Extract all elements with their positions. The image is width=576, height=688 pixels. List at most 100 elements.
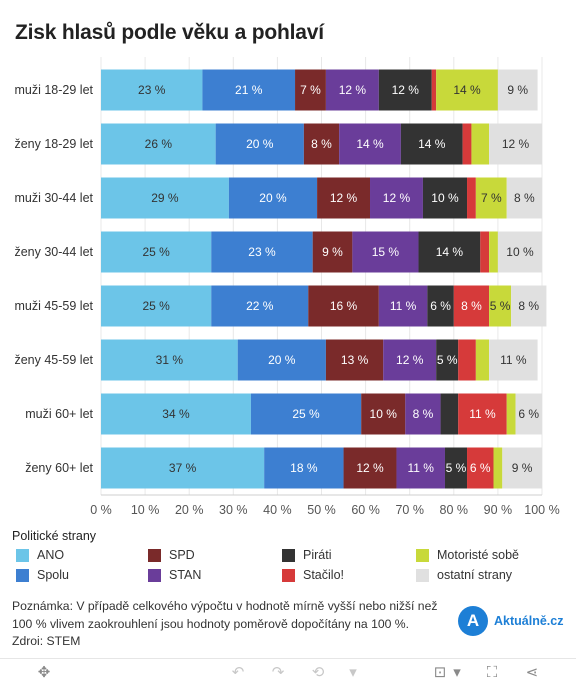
legend-label: STAN [169, 568, 202, 582]
bar-segment [295, 69, 326, 111]
present-icon[interactable]: ⊡ [433, 664, 447, 681]
data-label: 7 % [481, 191, 502, 205]
legend-item[interactable]: Motoristé sobě [416, 548, 519, 562]
legend-item[interactable]: ANO [16, 548, 64, 562]
bar-segment [506, 177, 542, 219]
x-tick-label: 80 % [440, 503, 469, 517]
legend-label: Stačilo! [303, 568, 344, 582]
data-label: 10 % [506, 245, 534, 259]
legend-item[interactable]: Piráti [282, 548, 331, 562]
logo-circle-icon: A [458, 606, 488, 636]
x-tick-label: 20 % [175, 503, 204, 517]
bar-segment [489, 285, 512, 327]
legend-item[interactable]: STAN [148, 568, 201, 582]
data-label: 12 % [502, 137, 530, 151]
undo-icon[interactable]: ↶ [231, 664, 245, 681]
bar-segment [489, 231, 498, 273]
data-label: 14 % [418, 137, 446, 151]
data-label: 37 % [169, 461, 197, 475]
legend-item[interactable]: SPD [148, 548, 195, 562]
data-label: 9 % [512, 461, 533, 475]
x-tick-label: 10 % [131, 503, 160, 517]
bar-segment [101, 231, 212, 273]
data-label: 8 % [514, 191, 535, 205]
data-label: 21 % [235, 83, 263, 97]
bar-segment [440, 393, 459, 435]
fullscreen-icon[interactable]: ⛶ [486, 664, 498, 681]
chart-title: Zisk hlasů podle věku a pohlaví [15, 21, 324, 44]
logo-text: Aktuálně.cz [494, 614, 564, 628]
data-label: 8 % [518, 299, 539, 313]
bar-segment [378, 285, 428, 327]
legend-label: Motoristé sobě [437, 548, 519, 562]
bar-segment [431, 69, 437, 111]
legend-swatch [282, 548, 295, 562]
data-label: 14 % [356, 137, 384, 151]
bar-segment [418, 231, 481, 273]
revert-dropdown-icon[interactable]: ▾ [349, 664, 357, 681]
redo-icon[interactable]: ↷ [271, 664, 285, 681]
data-label: 20 % [268, 353, 296, 367]
data-label: 5 % [437, 353, 458, 367]
bar-segment [480, 231, 490, 273]
legend-label: Piráti [303, 548, 332, 562]
legend-label: Spolu [37, 568, 69, 582]
data-label: 12 % [392, 83, 420, 97]
bar-segment [308, 285, 379, 327]
bar-segment [101, 177, 229, 219]
data-label: 11 % [469, 407, 496, 421]
share-icon[interactable]: ⋖ [525, 664, 539, 681]
x-tick-label: 70 % [395, 503, 424, 517]
legend-item[interactable]: ostatní strany [416, 568, 512, 582]
legend-item[interactable]: Spolu [16, 568, 69, 582]
bar-segment [444, 447, 468, 489]
source-text: Zdroi: STEM [12, 634, 81, 648]
category-label: ženy 45-59 let [14, 353, 93, 367]
bar-segment [325, 339, 384, 381]
data-label: 11 % [407, 461, 434, 475]
bar-segment [396, 447, 445, 489]
bar-segment [352, 231, 419, 273]
legend-swatch [416, 548, 429, 562]
data-label: 15 % [372, 245, 400, 259]
bar-segment [312, 231, 353, 273]
data-label: 13 % [341, 353, 369, 367]
data-label: 5 % [446, 461, 467, 475]
bar-segment [237, 339, 326, 381]
bar-segment [475, 339, 490, 381]
bar-segment [493, 447, 503, 489]
bar-segment [101, 339, 238, 381]
aktualne-logo[interactable]: A Aktuálně.cz [458, 606, 563, 636]
bar-segment [497, 69, 538, 111]
note-text: Poznámka: V případě celkového výpočtu v … [12, 599, 438, 631]
x-tick-label: 30 % [219, 503, 248, 517]
present-dropdown-icon[interactable]: ▾ [453, 664, 461, 681]
bar-segment [502, 447, 542, 489]
bar-segment [436, 339, 459, 381]
category-label: muži 30-44 let [14, 191, 93, 205]
bar-segment [325, 69, 379, 111]
category-label: ženy 18-29 let [14, 137, 93, 151]
data-label: 8 % [461, 299, 482, 313]
legend-item[interactable]: Stačilo! [282, 568, 344, 582]
legend-title: Politické strany [12, 529, 97, 543]
data-label: 34 % [162, 407, 190, 421]
data-label: 23 % [248, 245, 276, 259]
bar-segment [101, 123, 216, 165]
bar-segment [462, 123, 472, 165]
move-icon[interactable]: ✥ [37, 664, 51, 681]
bar-segment [378, 69, 432, 111]
data-label: 12 % [383, 191, 411, 205]
legend-label: ANO [37, 548, 65, 562]
bar-segment [497, 231, 542, 273]
legend-swatch [282, 568, 295, 582]
bar-segment [475, 177, 507, 219]
bar-segment [436, 69, 498, 111]
note: Poznámka: V případě celkového výpočtu v … [12, 598, 457, 651]
data-label: 22 % [246, 299, 274, 313]
revert-icon[interactable]: ⟲ [311, 664, 325, 681]
bar-segment [383, 339, 437, 381]
legend-swatch [416, 568, 429, 582]
bar-segment [458, 393, 507, 435]
x-tick-label: 0 % [90, 503, 112, 517]
